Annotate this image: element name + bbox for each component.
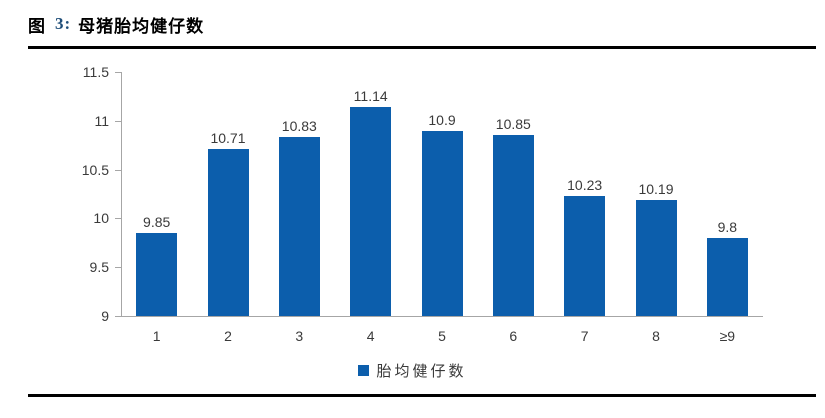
bar (278, 137, 320, 316)
bar-value-label: 9.8 (717, 218, 738, 235)
bar-value-label: 11.14 (353, 88, 388, 105)
x-tick-label: 6 (509, 328, 518, 344)
y-tick-mark (115, 169, 121, 171)
bar-value-label: 10.83 (281, 118, 317, 135)
x-tick-label: 2 (224, 328, 232, 344)
x-tick-label: 8 (652, 328, 660, 344)
bottom-divider (28, 394, 816, 397)
y-tick-label: 9.5 (89, 259, 109, 276)
bar (207, 149, 249, 316)
bar-value-label: 9.85 (143, 214, 171, 231)
x-tick-label: 4 (366, 328, 375, 344)
y-tick-label: 10 (93, 210, 109, 227)
y-tick-label: 10.5 (81, 161, 109, 178)
legend-label: 胎均健仔数 (376, 362, 467, 380)
y-tick-label: 11.5 (82, 64, 109, 80)
bar (706, 237, 748, 316)
bar (635, 199, 677, 316)
y-tick-mark (115, 316, 121, 317)
x-tick-label: 5 (438, 328, 446, 344)
bar (564, 195, 606, 316)
x-tick-label: 1 (152, 328, 161, 344)
bar (492, 135, 534, 316)
y-tick-label: 11 (94, 112, 109, 129)
bar-value-label: 10.85 (495, 116, 531, 133)
bar-value-label: 10.9 (428, 111, 456, 128)
x-axis-line (121, 316, 763, 317)
title-divider (28, 46, 816, 49)
figure-title-caption: 母猪胎均健仔数 (78, 16, 205, 36)
bar (350, 107, 392, 316)
y-tick-mark (115, 267, 121, 269)
y-tick-mark (115, 72, 121, 73)
bar (421, 130, 463, 316)
figure-title: 图 3: 母猪胎均健仔数 (28, 11, 204, 37)
x-tick-label: 7 (580, 328, 589, 344)
bar (136, 233, 178, 316)
y-axis-line (121, 72, 122, 316)
y-tick-mark (115, 120, 121, 122)
figure-title-number: 3: (55, 14, 72, 33)
bar-value-label: 10.19 (638, 180, 674, 197)
y-tick-label: 9 (101, 308, 109, 324)
chart-legend: 胎均健仔数 (0, 360, 825, 380)
figure-title-label: 图 (28, 16, 46, 36)
x-tick-label: ≥9 (719, 328, 736, 344)
square-icon (358, 364, 370, 376)
bar-value-label: 10.23 (567, 176, 603, 193)
y-tick-mark (115, 218, 121, 220)
x-tick-label: 3 (295, 328, 304, 344)
bar-value-label: 10.71 (210, 130, 246, 147)
